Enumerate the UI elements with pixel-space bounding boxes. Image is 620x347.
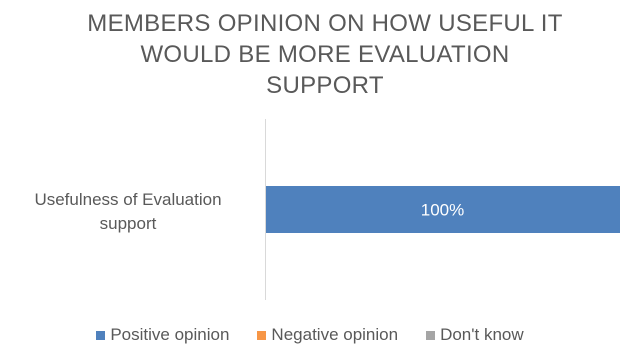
legend-item-dont-know: Don't know [426,325,524,345]
bars-group: 100% [265,186,620,233]
data-label-1: 100% [421,201,464,220]
chart-title: MEMBERS OPINION ON HOW USEFUL IT WOULD B… [40,8,610,101]
category-labels: Usefulness of Evaluation support [34,190,221,233]
legend-label-negative: Negative opinion [271,325,399,344]
legend-label-dont-know: Don't know [440,325,524,344]
legend-item-negative: Negative opinion [257,325,398,345]
category-label-1: Usefulness of Evaluation support [34,190,221,233]
legend-swatch-negative [257,330,267,340]
legend-swatch-dont-know [426,330,436,340]
legend-label-positive: Positive opinion [110,325,230,344]
chart-title-line-1: MEMBERS OPINION ON HOW USEFUL IT [87,10,563,37]
legend-swatch-positive [96,330,106,340]
chart-title-line-2: WOULD BE MORE EVALUATION [140,41,510,68]
chart-title-line-3: SUPPORT [266,72,384,99]
legend-item-positive: Positive opinion [96,325,229,345]
legend: Positive opinion Negative opinion Don't … [0,325,620,345]
chart-plot: 100% Usefulness of Evaluation support [34,119,620,300]
bar-1 [265,186,620,233]
